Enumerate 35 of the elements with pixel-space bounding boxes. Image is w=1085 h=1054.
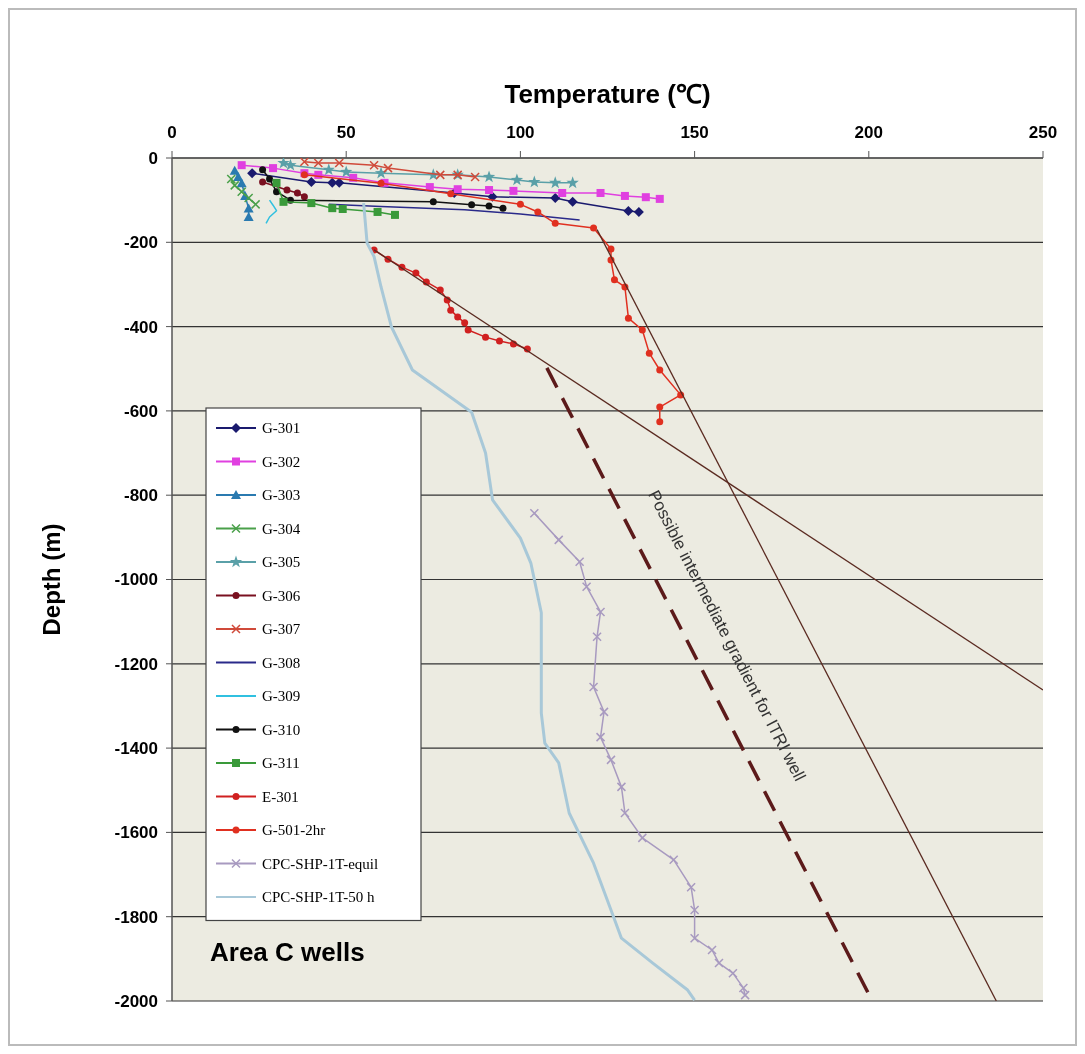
- legend-label: CPC-SHP-1T-equil: [262, 855, 379, 872]
- y-tick-label: -2000: [114, 991, 158, 1011]
- y-tick-label: -400: [123, 317, 158, 337]
- legend-label: G-309: [262, 688, 301, 705]
- y-tick-label: -1400: [114, 739, 158, 759]
- y-tick-label: -1000: [114, 570, 158, 590]
- legend-label: G-311: [262, 755, 300, 772]
- y-tick-label: -600: [123, 401, 158, 421]
- legend-label: G-308: [262, 654, 301, 671]
- legend-label: G-303: [262, 487, 301, 504]
- legend-label: G-301: [262, 420, 301, 437]
- y-tick-label: -1600: [114, 823, 158, 843]
- legend-label: G-304: [262, 520, 301, 537]
- x-tick-label: 150: [680, 123, 709, 142]
- y-tick-label: -800: [123, 486, 158, 506]
- y-tick-label: -1800: [114, 907, 158, 927]
- legend-label: E-301: [262, 788, 299, 805]
- legend-label: G-310: [262, 721, 301, 738]
- x-tick-label: 0: [167, 123, 177, 142]
- legend-label: G-302: [262, 453, 301, 470]
- legend-label: G-501-2hr: [262, 822, 326, 839]
- x-tick-label: 200: [854, 123, 883, 142]
- y-tick-label: 0: [148, 148, 158, 168]
- legend-label: G-307: [262, 621, 301, 638]
- x-tick-label: 100: [506, 123, 535, 142]
- x-tick-label: 250: [1028, 123, 1058, 142]
- y-tick-label: -200: [123, 233, 158, 253]
- x-tick-label: 50: [336, 123, 356, 142]
- legend-label: CPC-SHP-1T-50 h: [262, 889, 375, 906]
- chart-title: Temperature (℃): [504, 79, 711, 109]
- legend-label: G-306: [262, 587, 301, 604]
- y-tick-label: -1200: [114, 654, 158, 674]
- legend-label: G-305: [262, 554, 301, 571]
- annotation: Area C wells: [210, 937, 365, 967]
- y-axis-title: Depth (m): [38, 523, 65, 636]
